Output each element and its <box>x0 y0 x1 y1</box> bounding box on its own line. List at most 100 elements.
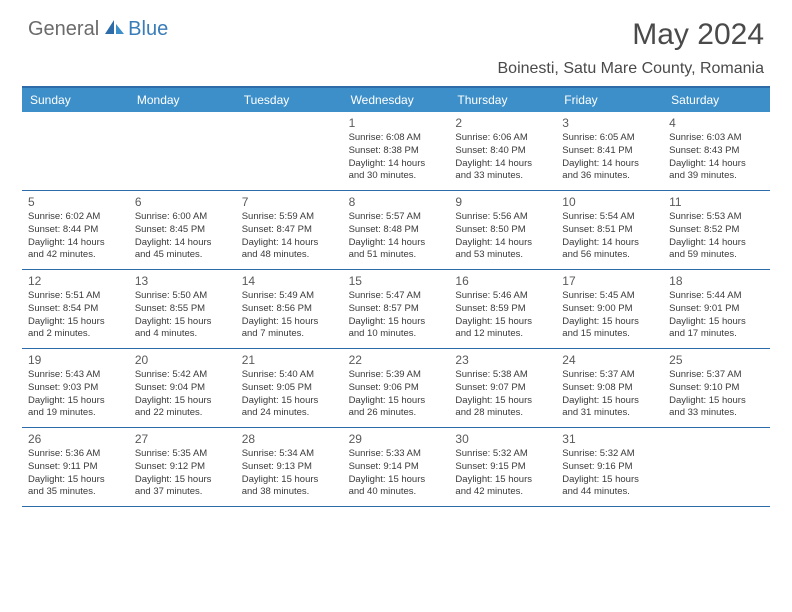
day-header-cell: Tuesday <box>236 88 343 112</box>
day-cell: 8 Sunrise: 5:57 AMSunset: 8:48 PMDaylight… <box>343 191 450 269</box>
day-info: Sunrise: 6:02 AMSunset: 8:44 PMDaylight:… <box>28 211 123 262</box>
logo: General Blue <box>28 18 168 41</box>
day-info: Sunrise: 5:33 AMSunset: 9:14 PMDaylight:… <box>349 448 444 499</box>
day-number: 14 <box>242 274 337 288</box>
day-number: 5 <box>28 195 123 209</box>
day-number: 31 <box>562 432 657 446</box>
title-area: May 2024 Boinesti, Satu Mare County, Rom… <box>498 18 765 78</box>
day-info: Sunrise: 5:35 AMSunset: 9:12 PMDaylight:… <box>135 448 230 499</box>
day-info: Sunrise: 5:53 AMSunset: 8:52 PMDaylight:… <box>669 211 764 262</box>
day-number: 30 <box>455 432 550 446</box>
day-header-row: SundayMondayTuesdayWednesdayThursdayFrid… <box>22 88 770 112</box>
day-number: 11 <box>669 195 764 209</box>
day-number: 23 <box>455 353 550 367</box>
day-number: 10 <box>562 195 657 209</box>
day-info: Sunrise: 5:38 AMSunset: 9:07 PMDaylight:… <box>455 369 550 420</box>
day-cell: 29 Sunrise: 5:33 AMSunset: 9:14 PMDayligh… <box>343 428 450 506</box>
day-info: Sunrise: 6:00 AMSunset: 8:45 PMDaylight:… <box>135 211 230 262</box>
day-cell: 6 Sunrise: 6:00 AMSunset: 8:45 PMDaylight… <box>129 191 236 269</box>
day-info: Sunrise: 5:43 AMSunset: 9:03 PMDaylight:… <box>28 369 123 420</box>
day-number: 15 <box>349 274 444 288</box>
day-number: 29 <box>349 432 444 446</box>
day-cell: 13 Sunrise: 5:50 AMSunset: 8:55 PMDayligh… <box>129 270 236 348</box>
day-number: 16 <box>455 274 550 288</box>
day-cell: 22 Sunrise: 5:39 AMSunset: 9:06 PMDayligh… <box>343 349 450 427</box>
page-header: General Blue May 2024 Boinesti, Satu Mar… <box>0 0 792 78</box>
day-header-cell: Saturday <box>663 88 770 112</box>
day-info: Sunrise: 5:50 AMSunset: 8:55 PMDaylight:… <box>135 290 230 341</box>
day-cell: 26 Sunrise: 5:36 AMSunset: 9:11 PMDayligh… <box>22 428 129 506</box>
day-number: 25 <box>669 353 764 367</box>
day-cell: 12Sunrise: 5:51 AMSunset: 8:54 PMDayligh… <box>22 270 129 348</box>
day-cell: 7 Sunrise: 5:59 AMSunset: 8:47 PMDaylight… <box>236 191 343 269</box>
day-number: 7 <box>242 195 337 209</box>
day-cell: 2Sunrise: 6:06 AMSunset: 8:40 PMDaylight… <box>449 112 556 190</box>
day-cell: 23 Sunrise: 5:38 AMSunset: 9:07 PMDayligh… <box>449 349 556 427</box>
day-header-cell: Friday <box>556 88 663 112</box>
day-cell: 19 Sunrise: 5:43 AMSunset: 9:03 PMDayligh… <box>22 349 129 427</box>
calendar-grid: SundayMondayTuesdayWednesdayThursdayFrid… <box>22 86 770 507</box>
day-cell: 9Sunrise: 5:56 AMSunset: 8:50 PMDaylight… <box>449 191 556 269</box>
day-number: 4 <box>669 116 764 130</box>
day-number: 8 <box>349 195 444 209</box>
day-cell: 28 Sunrise: 5:34 AMSunset: 9:13 PMDayligh… <box>236 428 343 506</box>
day-number: 19 <box>28 353 123 367</box>
day-info: Sunrise: 5:46 AMSunset: 8:59 PMDaylight:… <box>455 290 550 341</box>
day-info: Sunrise: 5:32 AMSunset: 9:16 PMDaylight:… <box>562 448 657 499</box>
day-number: 20 <box>135 353 230 367</box>
day-info: Sunrise: 5:42 AMSunset: 9:04 PMDaylight:… <box>135 369 230 420</box>
day-header-cell: Sunday <box>22 88 129 112</box>
day-info: Sunrise: 5:51 AMSunset: 8:54 PMDaylight:… <box>28 290 123 341</box>
day-cell: 4 Sunrise: 6:03 AMSunset: 8:43 PMDaylight… <box>663 112 770 190</box>
day-info: Sunrise: 5:57 AMSunset: 8:48 PMDaylight:… <box>349 211 444 262</box>
day-number: 28 <box>242 432 337 446</box>
day-header-cell: Monday <box>129 88 236 112</box>
day-number: 2 <box>455 116 550 130</box>
day-cell: 20 Sunrise: 5:42 AMSunset: 9:04 PMDayligh… <box>129 349 236 427</box>
day-info: Sunrise: 5:45 AMSunset: 9:00 PMDaylight:… <box>562 290 657 341</box>
day-cell <box>129 112 236 190</box>
day-number: 17 <box>562 274 657 288</box>
day-info: Sunrise: 5:59 AMSunset: 8:47 PMDaylight:… <box>242 211 337 262</box>
day-cell: 15 Sunrise: 5:47 AMSunset: 8:57 PMDayligh… <box>343 270 450 348</box>
week-row: 1Sunrise: 6:08 AMSunset: 8:38 PMDaylight… <box>22 112 770 191</box>
day-cell: 24 Sunrise: 5:37 AMSunset: 9:08 PMDayligh… <box>556 349 663 427</box>
day-cell: 25 Sunrise: 5:37 AMSunset: 9:10 PMDayligh… <box>663 349 770 427</box>
location-text: Boinesti, Satu Mare County, Romania <box>498 60 765 78</box>
day-info: Sunrise: 5:37 AMSunset: 9:10 PMDaylight:… <box>669 369 764 420</box>
day-cell: 14 Sunrise: 5:49 AMSunset: 8:56 PMDayligh… <box>236 270 343 348</box>
day-info: Sunrise: 5:49 AMSunset: 8:56 PMDaylight:… <box>242 290 337 341</box>
day-number: 24 <box>562 353 657 367</box>
day-info: Sunrise: 5:47 AMSunset: 8:57 PMDaylight:… <box>349 290 444 341</box>
day-number: 13 <box>135 274 230 288</box>
day-cell: 27 Sunrise: 5:35 AMSunset: 9:12 PMDayligh… <box>129 428 236 506</box>
day-header-cell: Thursday <box>449 88 556 112</box>
day-number: 21 <box>242 353 337 367</box>
day-info: Sunrise: 5:34 AMSunset: 9:13 PMDaylight:… <box>242 448 337 499</box>
day-info: Sunrise: 5:54 AMSunset: 8:51 PMDaylight:… <box>562 211 657 262</box>
day-cell: 10 Sunrise: 5:54 AMSunset: 8:51 PMDayligh… <box>556 191 663 269</box>
logo-sail-icon <box>104 18 126 41</box>
day-number: 22 <box>349 353 444 367</box>
day-info: Sunrise: 5:40 AMSunset: 9:05 PMDaylight:… <box>242 369 337 420</box>
day-cell: 5 Sunrise: 6:02 AMSunset: 8:44 PMDaylight… <box>22 191 129 269</box>
logo-text-blue: Blue <box>128 18 168 41</box>
day-number: 6 <box>135 195 230 209</box>
day-info: Sunrise: 5:37 AMSunset: 9:08 PMDaylight:… <box>562 369 657 420</box>
day-number: 1 <box>349 116 444 130</box>
day-cell: 11 Sunrise: 5:53 AMSunset: 8:52 PMDayligh… <box>663 191 770 269</box>
day-info: Sunrise: 6:03 AMSunset: 8:43 PMDaylight:… <box>669 132 764 183</box>
day-number: 18 <box>669 274 764 288</box>
day-header-cell: Wednesday <box>343 88 450 112</box>
day-info: Sunrise: 5:39 AMSunset: 9:06 PMDaylight:… <box>349 369 444 420</box>
day-info: Sunrise: 5:36 AMSunset: 9:11 PMDaylight:… <box>28 448 123 499</box>
day-cell: 16 Sunrise: 5:46 AMSunset: 8:59 PMDayligh… <box>449 270 556 348</box>
day-cell: 1Sunrise: 6:08 AMSunset: 8:38 PMDaylight… <box>343 112 450 190</box>
day-number: 3 <box>562 116 657 130</box>
day-cell: 21 Sunrise: 5:40 AMSunset: 9:05 PMDayligh… <box>236 349 343 427</box>
day-number: 27 <box>135 432 230 446</box>
day-cell <box>663 428 770 506</box>
week-row: 12Sunrise: 5:51 AMSunset: 8:54 PMDayligh… <box>22 270 770 349</box>
day-cell <box>236 112 343 190</box>
day-number: 26 <box>28 432 123 446</box>
